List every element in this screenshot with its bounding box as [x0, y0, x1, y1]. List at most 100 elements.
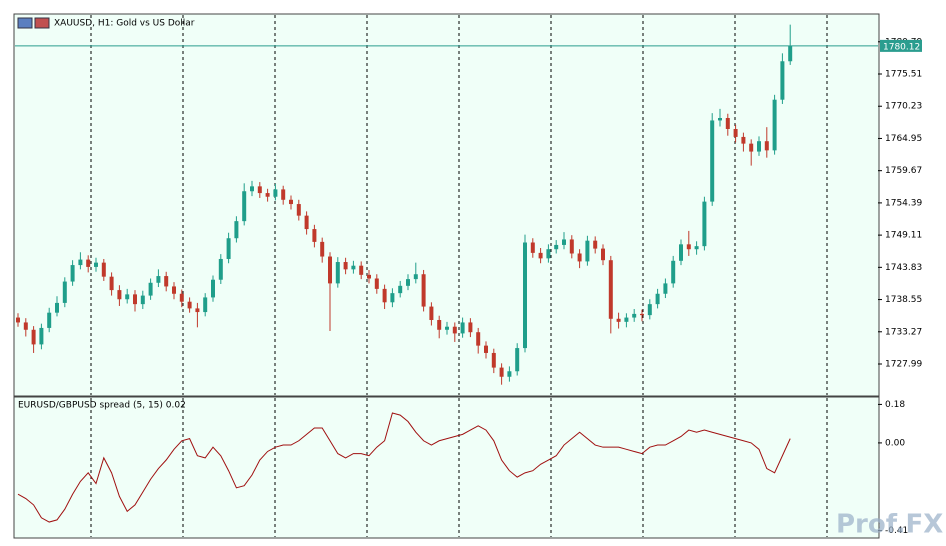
candle-body	[304, 215, 309, 230]
candle-body	[265, 193, 270, 197]
candle-body	[538, 252, 543, 259]
y-tick-label: 1727.99	[885, 359, 922, 369]
candle-body	[437, 320, 442, 330]
candle-body	[133, 294, 137, 305]
y-tick-label: 1764.95	[885, 134, 922, 144]
last-price-box	[880, 39, 922, 52]
candle-body	[70, 265, 75, 282]
candle-body	[593, 240, 598, 249]
candle-body	[515, 348, 520, 372]
candle-body	[374, 278, 379, 289]
candle-body	[117, 290, 122, 300]
icon	[34, 17, 50, 29]
candle-body	[632, 313, 637, 318]
candle-body	[86, 259, 91, 267]
candle-body	[445, 326, 449, 330]
candle-body	[250, 186, 254, 192]
candle-body	[242, 191, 247, 222]
candle-body	[647, 304, 652, 316]
candle-body	[187, 301, 192, 309]
y-tick-label: 1770.23	[885, 102, 922, 112]
main-panel	[13, 13, 880, 397]
candle-body	[530, 242, 535, 253]
candle-body	[164, 276, 169, 287]
indicator-line	[17, 412, 791, 523]
candle-body	[359, 265, 364, 275]
candle-body	[460, 322, 465, 334]
candle-body	[624, 317, 629, 322]
y-tick-label: 1743.83	[885, 263, 922, 273]
candle-body	[211, 279, 215, 298]
candle-body	[757, 141, 761, 152]
candle-body	[694, 246, 699, 250]
candle-body	[772, 99, 777, 151]
candle-body	[390, 293, 395, 303]
y-tick-label: 1733.27	[885, 327, 922, 337]
candle-body	[273, 189, 278, 197]
candle-body	[125, 294, 130, 300]
candle-body	[718, 118, 722, 121]
candle-body	[491, 352, 496, 368]
chart-title: XAUUSD, H1: Gold vs US Dollar	[54, 19, 195, 29]
candle-body	[16, 317, 20, 323]
candle-body	[413, 274, 418, 280]
candle-body	[55, 302, 59, 313]
candle-body	[585, 240, 590, 262]
candle-body	[109, 276, 114, 291]
candle-body	[702, 201, 707, 247]
candle-body	[218, 258, 223, 280]
candle-body	[101, 262, 106, 277]
candle-body	[764, 141, 769, 151]
candle-body	[23, 322, 28, 330]
candle-body	[562, 239, 566, 245]
candle-body	[452, 326, 457, 334]
candle-body	[406, 279, 410, 286]
candle-body	[733, 128, 738, 137]
candle-body	[749, 143, 754, 152]
candle-body	[741, 136, 746, 144]
candle-body	[320, 241, 325, 257]
candle-body	[499, 367, 504, 377]
candle-body	[140, 295, 145, 305]
candle-body	[577, 253, 582, 262]
icon	[17, 17, 33, 29]
watermark: Prof.FX	[836, 510, 943, 540]
candle-body	[468, 322, 473, 333]
candle-body	[62, 281, 67, 303]
candle-body	[523, 242, 527, 349]
candle-body	[195, 308, 200, 313]
candle-body	[94, 262, 98, 267]
candle-body	[156, 276, 161, 283]
candle-body	[148, 282, 153, 296]
candle-body	[429, 306, 434, 321]
candle-body	[640, 313, 644, 316]
candle-body	[671, 260, 676, 284]
y-tick-label: 1775.51	[885, 70, 922, 80]
candle-body	[788, 46, 793, 62]
candle-body	[484, 345, 488, 353]
candle-body	[398, 285, 403, 294]
candle-body	[351, 265, 356, 270]
candle-body	[203, 297, 208, 313]
candle-body	[710, 120, 715, 202]
candle-body	[686, 244, 691, 250]
y-tick-label: 1749.11	[885, 231, 922, 241]
candle-body	[655, 293, 660, 305]
candle-body	[39, 327, 44, 345]
candle-body	[476, 332, 481, 346]
candle-body	[608, 260, 613, 319]
candle-body	[367, 274, 371, 279]
candle-body	[679, 244, 683, 261]
candle-body	[335, 262, 340, 284]
candle-body	[78, 259, 83, 266]
candle-body	[328, 256, 332, 284]
indicator-panel	[13, 396, 880, 539]
candle-body	[226, 238, 231, 259]
indicator-title: EURUSD/GBPUSD spread (5, 15) 0.02	[18, 401, 186, 411]
y-tick-label: 1754.39	[885, 198, 922, 208]
candle-body	[234, 221, 239, 239]
candle-body	[296, 204, 301, 216]
candle-body	[546, 249, 551, 259]
candle-body	[179, 293, 184, 302]
